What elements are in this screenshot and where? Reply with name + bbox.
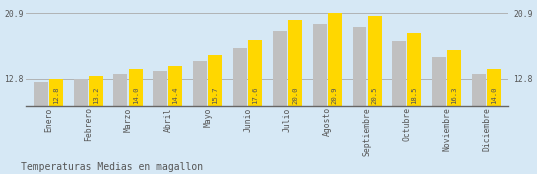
Bar (89, 76, 103, 106)
Bar (208, 55, 222, 106)
Bar (49, 79, 63, 106)
Text: Temperaturas Medias en magallon: Temperaturas Medias en magallon (21, 162, 204, 172)
Bar (393, 41, 407, 106)
Bar (154, 71, 167, 106)
Bar (288, 20, 302, 106)
Text: 14.0: 14.0 (133, 86, 139, 104)
Bar (472, 74, 486, 106)
Bar (233, 48, 247, 106)
Bar (248, 40, 262, 106)
Bar (193, 61, 207, 106)
Bar (368, 16, 382, 106)
Text: 20.5: 20.5 (372, 86, 378, 104)
Text: 18.5: 18.5 (411, 86, 417, 104)
Text: 14.0: 14.0 (491, 86, 497, 104)
Bar (273, 31, 287, 106)
Text: 17.6: 17.6 (252, 86, 258, 104)
Text: 14.4: 14.4 (172, 86, 178, 104)
Text: 20.0: 20.0 (292, 86, 298, 104)
Bar (34, 82, 48, 106)
Text: 13.2: 13.2 (93, 86, 99, 104)
Bar (113, 74, 127, 106)
Bar (129, 69, 142, 106)
Bar (432, 57, 446, 106)
Text: 15.7: 15.7 (212, 86, 218, 104)
Bar (74, 79, 88, 106)
Text: 20.9: 20.9 (332, 86, 338, 104)
Text: 12.8: 12.8 (53, 86, 59, 104)
Bar (313, 24, 326, 106)
Bar (328, 13, 342, 106)
Bar (447, 50, 461, 106)
Bar (169, 66, 183, 106)
Bar (352, 27, 366, 106)
Bar (487, 69, 501, 106)
Text: 16.3: 16.3 (451, 86, 458, 104)
Bar (408, 33, 422, 106)
